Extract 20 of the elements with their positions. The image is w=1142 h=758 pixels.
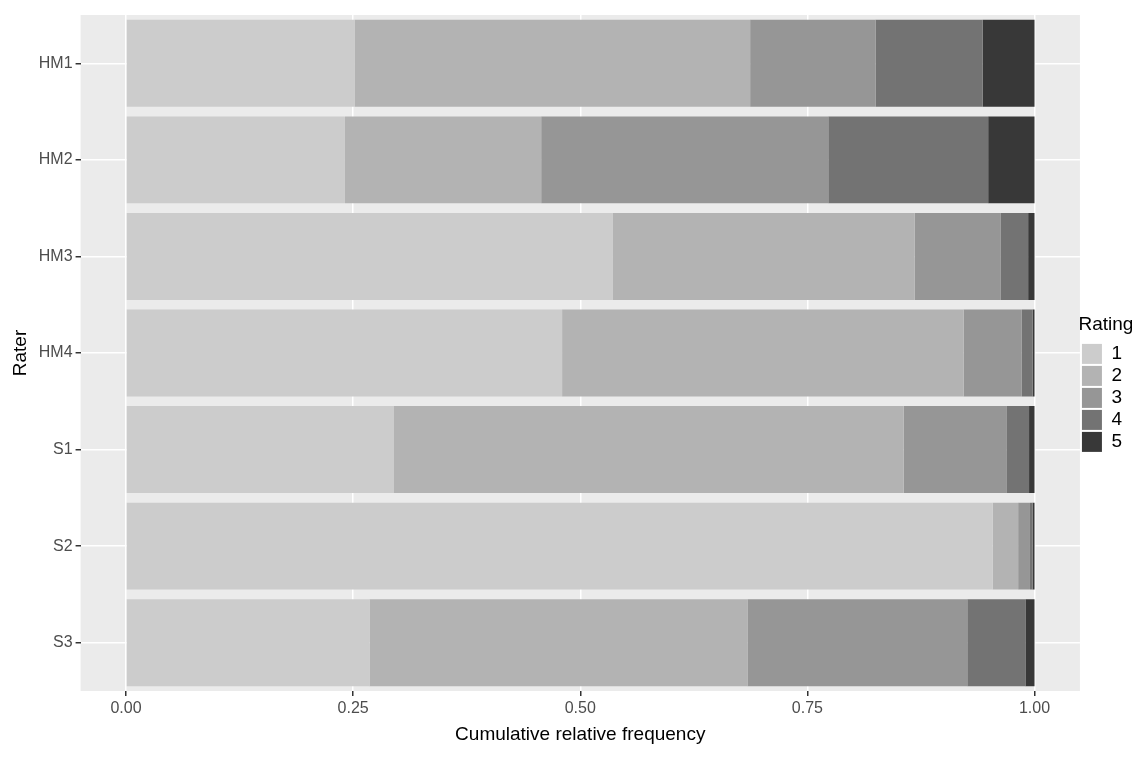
- legend-label: 3: [1111, 386, 1123, 408]
- x-tick-label: 1.00: [1018, 699, 1051, 717]
- y-tick-label: S1: [53, 439, 73, 457]
- y-tick-label: HM4: [38, 343, 73, 361]
- y-tick-label: S3: [53, 633, 73, 651]
- legend-label: 2: [1111, 364, 1123, 386]
- y-tick-label: HM1: [38, 53, 73, 71]
- y-tick-label: HM3: [38, 246, 73, 264]
- legend-title: Rating: [1078, 312, 1134, 334]
- legend-label: 1: [1111, 342, 1123, 364]
- y-tick-label: S2: [53, 536, 73, 554]
- legend-label: 4: [1111, 408, 1123, 430]
- x-tick-label: 0.75: [791, 699, 824, 717]
- x-tick-label: 0.50: [564, 699, 596, 717]
- legend-label: 5: [1111, 430, 1123, 452]
- y-tick-label: HM2: [38, 150, 73, 168]
- y-axis-title: Rater: [8, 329, 30, 377]
- x-axis-title: Cumulative relative frequency: [455, 722, 706, 744]
- x-tick-label: 0.00: [110, 699, 142, 717]
- x-tick-label: 0.25: [337, 699, 369, 717]
